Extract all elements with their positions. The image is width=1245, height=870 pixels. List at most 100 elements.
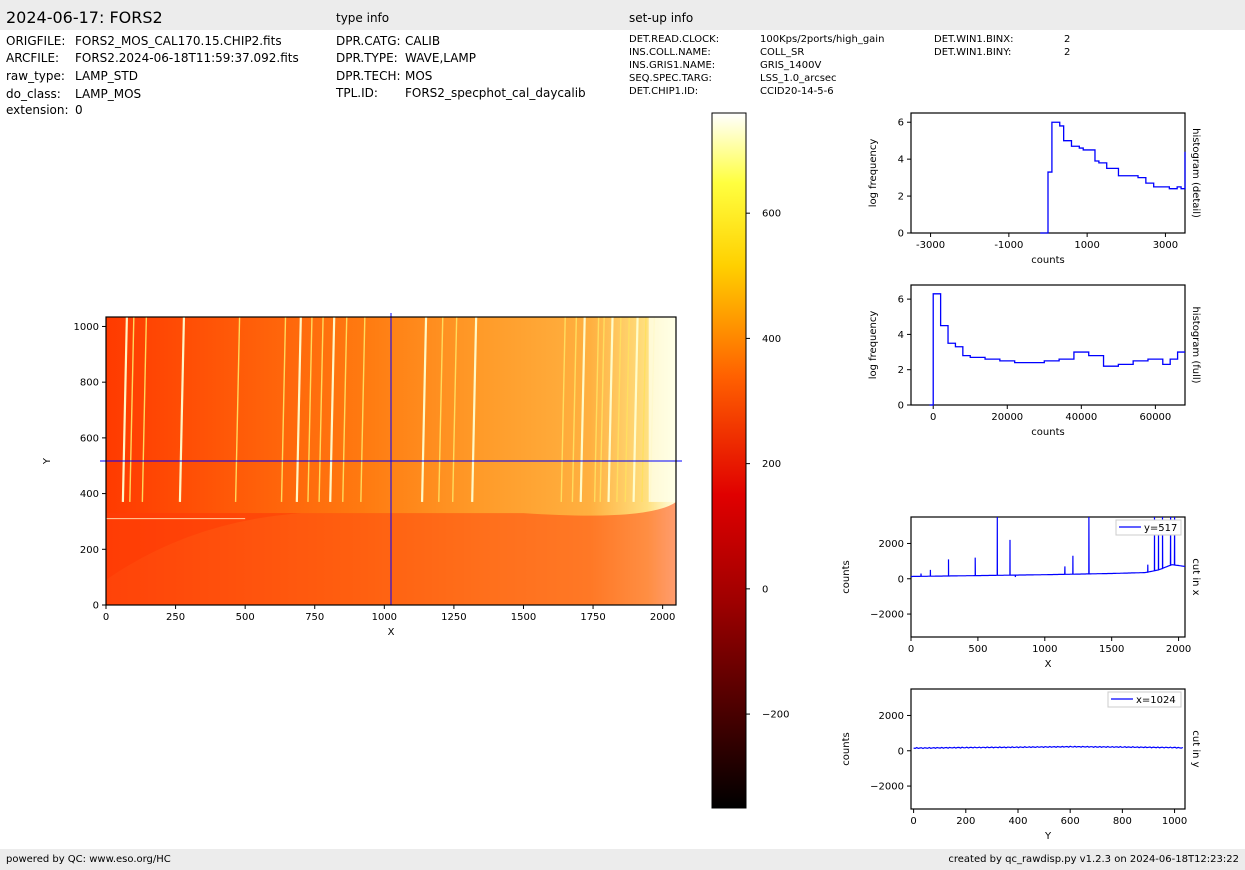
arc-line bbox=[438, 316, 444, 502]
y-tick-label: 200 bbox=[80, 545, 99, 556]
x-tick-label: 0 bbox=[103, 612, 109, 623]
y-tick-label: 0 bbox=[898, 574, 904, 585]
legend-label: x=1024 bbox=[1136, 695, 1176, 706]
arc-line bbox=[641, 316, 647, 502]
x-tick-label: 2000 bbox=[1166, 644, 1191, 655]
colorbar-tick-label: 400 bbox=[762, 334, 781, 345]
x-tick-label: 2000 bbox=[650, 612, 675, 623]
y-tick-label: −2000 bbox=[870, 610, 904, 621]
y-axis-label: log frequency bbox=[868, 311, 879, 380]
info-value: MOS bbox=[405, 69, 433, 83]
info-key: INS.GRIS1.NAME: bbox=[629, 60, 716, 71]
info-value: LAMP_MOS bbox=[75, 87, 142, 101]
y-tick-label: 2000 bbox=[879, 711, 904, 722]
y-axis-label: counts bbox=[841, 560, 852, 593]
x-tick-label: -1000 bbox=[994, 240, 1023, 251]
x-tick-label: 60000 bbox=[1139, 412, 1171, 423]
footer-credit: powered by QC: www.eso.org/HC bbox=[6, 854, 171, 865]
info-value: CCID20-14-5-6 bbox=[760, 86, 834, 97]
info-key: DET.READ.CLOCK: bbox=[629, 34, 720, 45]
plot-frame bbox=[105, 316, 677, 606]
y-tick-label: 0 bbox=[93, 601, 99, 612]
info-key: DET.WIN1.BINY: bbox=[934, 47, 1012, 58]
arc-line bbox=[234, 316, 241, 502]
x-tick-label: 1000 bbox=[1162, 816, 1187, 827]
x-tick-label: 1500 bbox=[511, 612, 536, 623]
heatmap-left-shade bbox=[106, 513, 301, 580]
arc-line bbox=[420, 316, 428, 502]
info-key: DET.WIN1.BINX: bbox=[934, 34, 1014, 45]
x-axis-label: X bbox=[388, 627, 395, 638]
y-tick-label: 6 bbox=[898, 295, 904, 306]
y-tick-label: 4 bbox=[898, 155, 904, 166]
y-tick-label: 0 bbox=[898, 401, 904, 412]
y-tick-label: 2000 bbox=[879, 539, 904, 550]
arc-line bbox=[178, 316, 186, 502]
arc-line bbox=[571, 316, 578, 502]
y-tick-label: 6 bbox=[898, 118, 904, 129]
info-key: do_class: bbox=[6, 87, 61, 101]
arc-line bbox=[616, 316, 622, 502]
x-tick-label: 750 bbox=[305, 612, 324, 623]
footer-created: created by qc_rawdisp.py v1.2.3 on 2024-… bbox=[948, 854, 1239, 865]
arc-line bbox=[307, 316, 313, 502]
info-key: TPL.ID: bbox=[336, 86, 378, 100]
y-axis-label: counts bbox=[841, 732, 852, 765]
x-tick-label: 600 bbox=[1061, 816, 1080, 827]
info-value: 0 bbox=[75, 103, 83, 117]
x-tick-label: 0 bbox=[908, 644, 914, 655]
info-key: ORIGFILE: bbox=[6, 34, 66, 48]
arc-line bbox=[129, 316, 135, 502]
info-value: GRIS_1400V bbox=[760, 60, 822, 71]
info-key: raw_type: bbox=[6, 69, 65, 83]
y-tick-label: −2000 bbox=[870, 782, 904, 793]
plot-frame bbox=[910, 688, 1186, 810]
info-key: DPR.TYPE: bbox=[336, 51, 398, 65]
y-axis-label: log frequency bbox=[868, 139, 879, 208]
x-tick-label: 1000 bbox=[372, 612, 397, 623]
x-tick-label: 200 bbox=[956, 816, 975, 827]
arc-line bbox=[329, 316, 336, 502]
arc-line bbox=[599, 316, 605, 502]
info-value: LAMP_STD bbox=[75, 69, 138, 83]
info-value: LSS_1.0_arcsec bbox=[760, 73, 837, 84]
arc-line bbox=[318, 316, 324, 502]
x-tick-label: 20000 bbox=[991, 412, 1023, 423]
setup-info-heading: set-up info bbox=[629, 11, 694, 25]
right-axis-title: histogram (full) bbox=[1190, 306, 1201, 383]
x-tick-label: 0 bbox=[930, 412, 936, 423]
colorbar-tick-label: −200 bbox=[762, 710, 789, 721]
x-tick-label: 1500 bbox=[1099, 644, 1124, 655]
y-tick-label: 400 bbox=[80, 489, 99, 500]
arc-line bbox=[560, 316, 566, 502]
footer-bar bbox=[0, 849, 1245, 870]
info-value: WAVE,LAMP bbox=[405, 51, 477, 65]
arc-line bbox=[360, 316, 366, 502]
info-value: FORS2.2024-06-18T11:59:37.092.fits bbox=[75, 51, 299, 65]
histogram-full-line bbox=[929, 293, 1185, 406]
arc-line bbox=[624, 316, 630, 502]
y-tick-label: 0 bbox=[898, 229, 904, 240]
x-tick-label: 1000 bbox=[1074, 240, 1099, 251]
arc-line bbox=[607, 316, 614, 502]
histogram-detail-line bbox=[1040, 121, 1186, 234]
right-axis-title: histogram (detail) bbox=[1190, 128, 1201, 218]
info-key: extension: bbox=[6, 103, 69, 117]
info-key: INS.COLL.NAME: bbox=[629, 47, 711, 58]
colorbar-tick-label: 600 bbox=[762, 209, 781, 220]
legend-label: y=517 bbox=[1144, 523, 1177, 534]
x-axis-label: counts bbox=[1031, 427, 1064, 438]
y-tick-label: 2 bbox=[898, 365, 904, 376]
x-axis-label: X bbox=[1045, 659, 1052, 670]
right-axis-title: cut in x bbox=[1190, 558, 1201, 595]
y-tick-label: 0 bbox=[898, 746, 904, 757]
x-tick-label: 400 bbox=[1008, 816, 1027, 827]
info-key: ARCFILE: bbox=[6, 51, 60, 65]
x-tick-label: -3000 bbox=[916, 240, 945, 251]
plot-frame bbox=[910, 284, 1186, 406]
y-axis-label: Y bbox=[42, 457, 53, 465]
x-axis-label: counts bbox=[1031, 255, 1064, 266]
y-tick-label: 2 bbox=[898, 192, 904, 203]
info-value: 2 bbox=[1064, 47, 1071, 58]
x-tick-label: 0 bbox=[910, 816, 916, 827]
